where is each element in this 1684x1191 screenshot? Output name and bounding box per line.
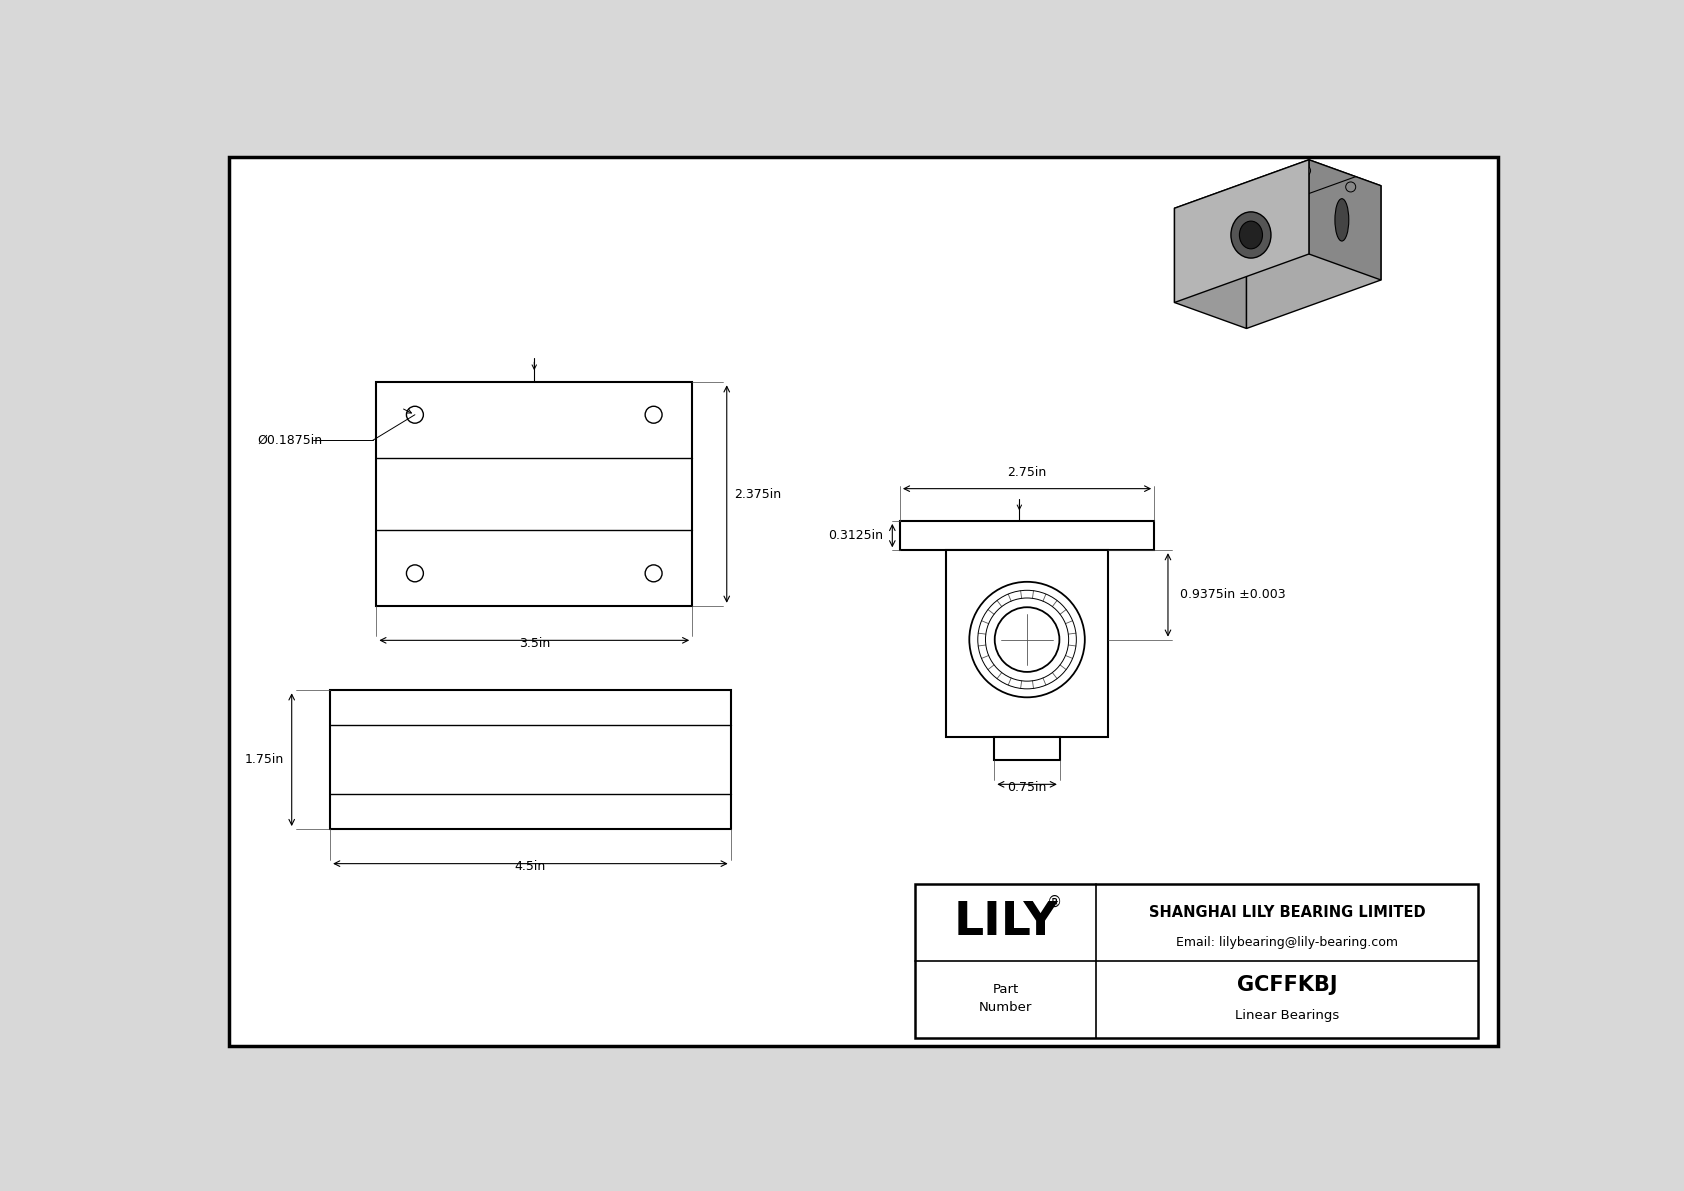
Circle shape (1346, 182, 1356, 192)
Text: 2.375in: 2.375in (734, 487, 781, 500)
Text: 4.5in: 4.5in (515, 860, 546, 873)
Text: SHANGHAI LILY BEARING LIMITED: SHANGHAI LILY BEARING LIMITED (1148, 905, 1425, 919)
Text: GCFFKBJ: GCFFKBJ (1236, 974, 1337, 994)
Text: Part
Number: Part Number (978, 983, 1032, 1014)
Bar (899, 520, 1154, 550)
Text: 0.9375in ±0.003: 0.9375in ±0.003 (1179, 588, 1285, 601)
Text: 0.3125in: 0.3125in (829, 529, 882, 542)
Polygon shape (1174, 160, 1308, 303)
Text: 2.75in: 2.75in (1007, 467, 1047, 480)
Ellipse shape (1239, 222, 1263, 249)
Text: Email: lilybearing@lily-bearing.com: Email: lilybearing@lily-bearing.com (1175, 936, 1398, 949)
Bar (377, 382, 692, 606)
Text: 0.75in: 0.75in (1007, 780, 1047, 793)
Polygon shape (1174, 208, 1246, 329)
Text: Linear Bearings: Linear Bearings (1234, 1009, 1339, 1022)
Circle shape (1244, 218, 1255, 229)
Circle shape (1300, 166, 1310, 175)
Bar (994, 736, 1059, 760)
Text: Ø0.1875in: Ø0.1875in (258, 434, 322, 447)
Text: 1.75in: 1.75in (244, 753, 285, 766)
Ellipse shape (1335, 199, 1349, 241)
Bar (916, 885, 1477, 1039)
Polygon shape (1174, 160, 1381, 235)
Text: 3.5in: 3.5in (519, 636, 551, 649)
Circle shape (1199, 202, 1209, 212)
Polygon shape (1246, 186, 1381, 329)
Bar (946, 550, 1108, 736)
Ellipse shape (1231, 212, 1271, 258)
Text: ®: ® (1047, 894, 1063, 910)
Polygon shape (1308, 160, 1381, 280)
Bar (330, 691, 731, 829)
Text: LILY: LILY (953, 900, 1058, 946)
